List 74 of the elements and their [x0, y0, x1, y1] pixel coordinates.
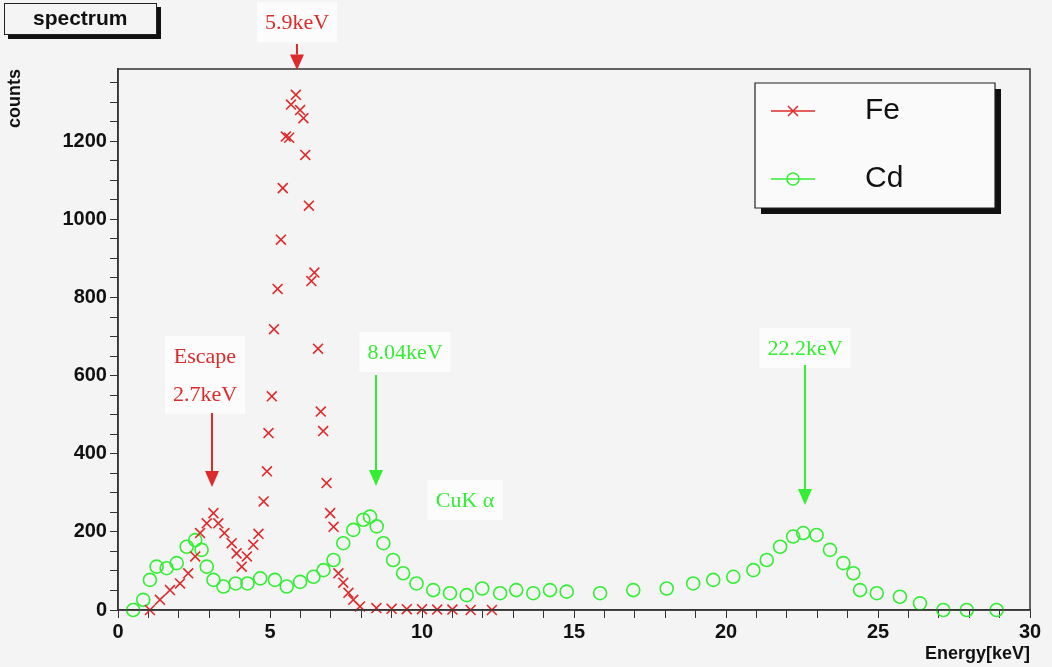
point — [446, 603, 459, 616]
point — [416, 603, 428, 615]
point — [268, 323, 280, 335]
y-tick-label: 1200 — [62, 128, 107, 151]
point — [347, 594, 360, 606]
point — [201, 517, 213, 530]
point — [182, 567, 194, 580]
x-tick-label: 30 — [1018, 619, 1042, 642]
point — [317, 425, 329, 437]
point — [207, 507, 220, 519]
point — [285, 98, 297, 111]
point — [385, 603, 398, 615]
point — [252, 528, 265, 540]
point — [294, 104, 306, 116]
point — [303, 199, 315, 212]
y-axis-title: counts — [3, 69, 24, 129]
point — [299, 149, 312, 161]
point — [266, 390, 278, 403]
y-tick-label: 600 — [73, 363, 107, 386]
point — [230, 547, 243, 560]
annotation: 8.04keV — [359, 332, 451, 372]
x-tick-label: 20 — [714, 619, 738, 642]
x-tick-label: 5 — [264, 619, 276, 642]
y-tick-label: 1000 — [62, 206, 107, 229]
point — [401, 603, 413, 615]
chart-title: spectrum — [4, 3, 157, 35]
point — [337, 576, 350, 589]
point — [174, 577, 186, 590]
point — [332, 567, 345, 580]
point — [277, 182, 289, 194]
point — [225, 537, 238, 549]
annotation: CuK α — [427, 480, 503, 520]
x-tick-label: 25 — [866, 619, 890, 642]
point — [261, 465, 273, 478]
point — [212, 517, 225, 530]
x-axis-title: Energy[keV] — [924, 643, 1030, 664]
point — [247, 539, 260, 551]
point — [241, 550, 253, 563]
point — [271, 283, 284, 295]
point — [235, 560, 248, 573]
point — [370, 602, 383, 614]
y-tick-label: 400 — [73, 441, 107, 464]
point — [290, 89, 302, 101]
point — [144, 604, 156, 616]
legend-label: Fe — [865, 92, 901, 126]
point — [354, 600, 366, 613]
point — [154, 594, 166, 606]
x-tick-label: 10 — [410, 619, 434, 642]
point — [324, 507, 336, 519]
point — [257, 495, 270, 508]
point — [327, 521, 340, 533]
point — [486, 604, 498, 616]
x-tick-label: 15 — [562, 619, 586, 642]
x-tick-label: 0 — [112, 619, 124, 642]
text: 5.9keV — [256, 2, 338, 42]
point — [431, 603, 443, 616]
point — [194, 527, 206, 539]
annotation: Escape 2.7keV — [164, 336, 246, 414]
point — [464, 604, 477, 616]
y-tick-label: 0 — [95, 597, 107, 620]
point — [189, 550, 201, 563]
legend-label: Cd — [865, 160, 904, 194]
point — [320, 477, 333, 489]
point — [164, 584, 176, 596]
point — [312, 342, 324, 355]
point — [342, 587, 355, 599]
point — [262, 427, 275, 439]
point — [315, 405, 327, 418]
point — [297, 112, 310, 124]
y-tick-label: 800 — [73, 285, 107, 308]
annotation: 22.2keV — [759, 328, 851, 368]
point — [218, 527, 231, 539]
y-tick-label: 200 — [73, 519, 107, 542]
point — [275, 233, 287, 246]
